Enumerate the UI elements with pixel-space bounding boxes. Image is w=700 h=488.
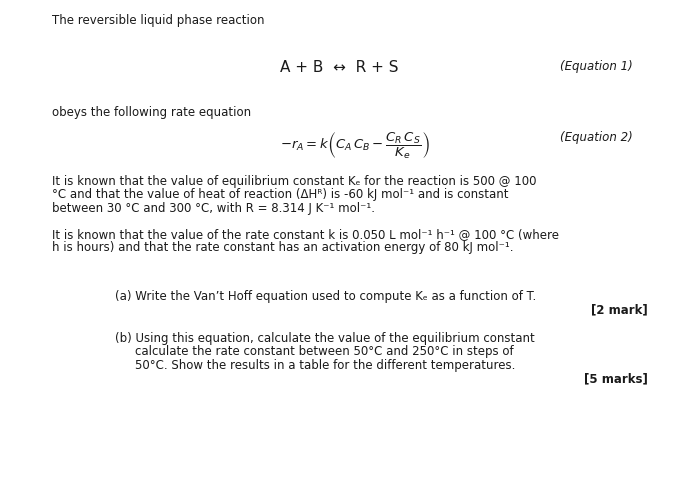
Text: obeys the following rate equation: obeys the following rate equation xyxy=(52,106,251,119)
Text: between 30 °C and 300 °C, with R = 8.314 J K⁻¹ mol⁻¹.: between 30 °C and 300 °C, with R = 8.314… xyxy=(52,202,375,215)
Text: [5 marks]: [5 marks] xyxy=(584,372,648,385)
Text: A + B  ↔  R + S: A + B ↔ R + S xyxy=(280,60,398,75)
Text: It is known that the value of equilibrium constant Kₑ for the reaction is 500 @ : It is known that the value of equilibriu… xyxy=(52,175,536,187)
Text: [2 mark]: [2 mark] xyxy=(592,303,648,316)
Text: (Equation 2): (Equation 2) xyxy=(560,131,633,143)
Text: $-r_A = k\left(C_A\,C_B - \dfrac{C_R\,C_S}{K_e}\right)$: $-r_A = k\left(C_A\,C_B - \dfrac{C_R\,C_… xyxy=(280,131,430,161)
Text: h is hours) and that the rate constant has an activation energy of 80 kJ mol⁻¹.: h is hours) and that the rate constant h… xyxy=(52,241,514,254)
Text: (Equation 1): (Equation 1) xyxy=(560,60,633,73)
Text: calculate the rate constant between 50°C and 250°C in steps of: calculate the rate constant between 50°C… xyxy=(135,345,514,358)
Text: (b) Using this equation, calculate the value of the equilibrium constant: (b) Using this equation, calculate the v… xyxy=(115,331,535,345)
Text: (a) Write the Van’t Hoff equation used to compute Kₑ as a function of T.: (a) Write the Van’t Hoff equation used t… xyxy=(115,289,536,303)
Text: The reversible liquid phase reaction: The reversible liquid phase reaction xyxy=(52,14,265,27)
Text: °C and that the value of heat of reaction (ΔHᴿ) is -60 kJ mol⁻¹ and is constant: °C and that the value of heat of reactio… xyxy=(52,188,508,201)
Text: 50°C. Show the results in a table for the different temperatures.: 50°C. Show the results in a table for th… xyxy=(135,358,515,371)
Text: It is known that the value of the rate constant k is 0.050 L mol⁻¹ h⁻¹ @ 100 °C : It is known that the value of the rate c… xyxy=(52,227,559,241)
